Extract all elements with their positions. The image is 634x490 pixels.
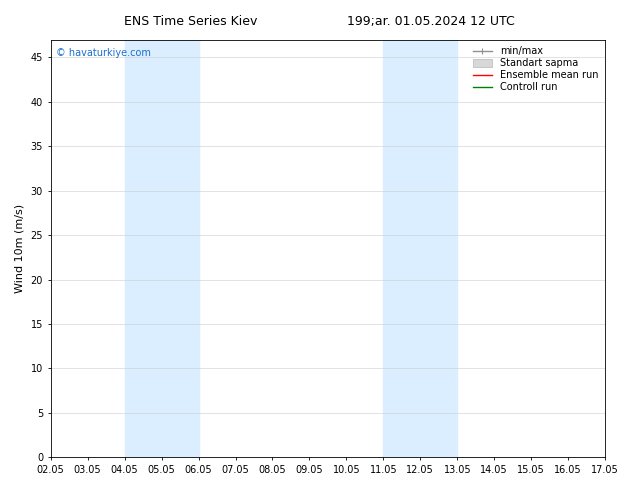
Bar (125, 40, 198, 457)
Text: ENS Time Series Kiev: ENS Time Series Kiev (124, 15, 257, 28)
Legend: min/max, Standart sapma, Ensemble mean run, Controll run: min/max, Standart sapma, Ensemble mean r… (470, 45, 600, 94)
Bar (384, 40, 457, 457)
Y-axis label: Wind 10m (m/s): Wind 10m (m/s) (15, 204, 25, 293)
Text: © havaturkiye.com: © havaturkiye.com (56, 48, 151, 58)
Text: 199;ar. 01.05.2024 12 UTC: 199;ar. 01.05.2024 12 UTC (347, 15, 515, 28)
